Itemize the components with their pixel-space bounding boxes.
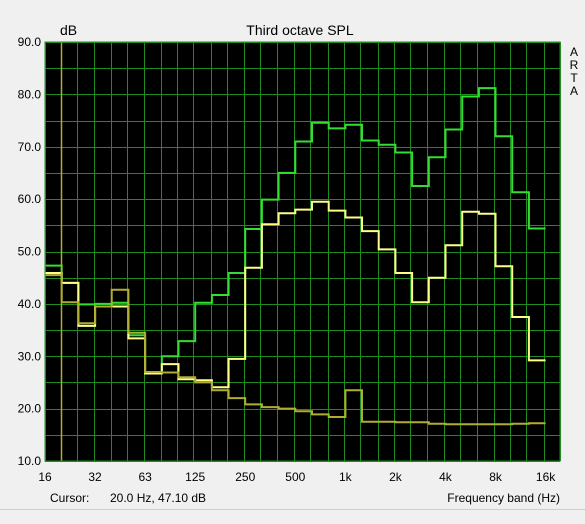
x-tick-label: 16k — [536, 470, 556, 484]
watermark-letter: A — [570, 45, 578, 59]
plot-area[interactable] — [45, 42, 560, 461]
x-tick-label: 4k — [439, 470, 453, 484]
x-tick-label: 125 — [185, 470, 205, 484]
x-tick-label: 8k — [489, 470, 503, 484]
x-tick-label: 500 — [285, 470, 305, 484]
x-tick-label: 63 — [138, 470, 152, 484]
cursor-label: Cursor: — [50, 491, 89, 505]
plot-frame — [44, 41, 561, 462]
x-tick-label: 2k — [389, 470, 403, 484]
x-tick-label: 1k — [339, 470, 353, 484]
y-tick-label: 90.0 — [18, 35, 42, 49]
y-tick-labels: 90.0 80.0 70.0 60.0 50.0 40.0 30.0 20.0 10.0 — [18, 35, 42, 468]
x-tick-label: 16 — [38, 470, 52, 484]
x-tick-label: 32 — [88, 470, 102, 484]
chart-title: Third octave SPL — [246, 22, 354, 38]
y-tick-label: 20.0 — [18, 402, 42, 416]
y-tick-label: 30.0 — [18, 349, 42, 363]
y-tick-label: 10.0 — [18, 454, 42, 468]
watermark-letter: R — [570, 58, 579, 72]
y-tick-label: 80.0 — [18, 87, 42, 101]
series-line-3 — [45, 274, 546, 426]
x-axis-label: Frequency band (Hz) — [447, 491, 560, 505]
status-divider — [0, 509, 585, 510]
series-layer — [45, 87, 546, 426]
y-tick-label: 60.0 — [18, 192, 42, 206]
watermark-letter: T — [570, 71, 578, 85]
y-tick-label: 70.0 — [18, 140, 42, 154]
y-axis-label: dB — [60, 22, 77, 38]
series-line-2 — [45, 200, 546, 389]
watermark-letter: A — [570, 84, 578, 98]
cursor-readout: 20.0 Hz, 47.10 dB — [110, 491, 206, 505]
x-tick-label: 250 — [235, 470, 255, 484]
y-tick-label: 40.0 — [18, 297, 42, 311]
x-tick-labels: 16 32 63 125 250 500 1k 2k 4k 8k 16k — [38, 470, 556, 484]
y-tick-label: 50.0 — [18, 245, 42, 259]
